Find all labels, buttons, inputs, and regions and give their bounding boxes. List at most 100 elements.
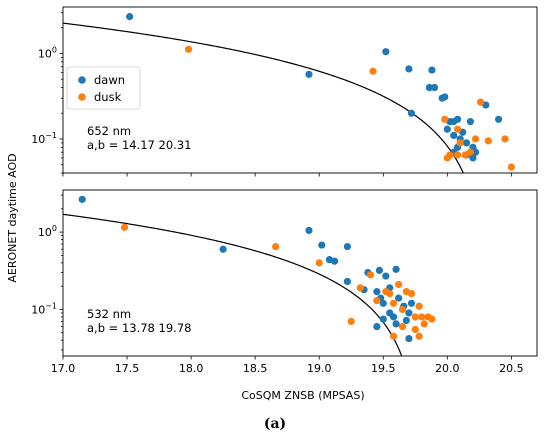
dusk-point: [484, 137, 492, 145]
dawn-point: [375, 266, 384, 274]
dawn-point: [402, 316, 410, 325]
dusk-point: [456, 139, 464, 147]
dusk-point: [356, 284, 364, 292]
dawn-point: [471, 148, 480, 156]
dusk-point: [441, 115, 449, 123]
dusk-point: [415, 332, 423, 340]
dawn-point: [407, 109, 416, 117]
dusk-legend-marker: [78, 93, 86, 101]
dawn-point: [494, 115, 503, 123]
annotation-line: a,b = 13.78 19.78: [87, 321, 191, 335]
annotation-line: a,b = 14.17 20.31: [87, 138, 191, 152]
dawn-legend-label: dawn: [94, 73, 125, 87]
dusk-point: [466, 148, 474, 156]
dawn-point: [379, 315, 387, 323]
fit-curve: [63, 213, 403, 356]
dusk-point: [389, 332, 398, 340]
dawn-point: [343, 277, 351, 286]
dusk-point: [443, 154, 451, 162]
dawn-point: [425, 83, 433, 92]
dawn-point: [392, 265, 400, 273]
x-axis-label: CoSQM ZNSB (MPSAS): [241, 389, 364, 402]
dawn-point: [330, 257, 339, 265]
dusk-point: [418, 313, 426, 321]
dusk-point: [369, 67, 377, 75]
y-tick-label: 100: [38, 224, 57, 239]
dawn-point: [405, 65, 413, 73]
dawn-point: [405, 334, 413, 343]
dusk-point: [411, 313, 419, 321]
dawn-point: [379, 299, 387, 307]
dawn-point: [405, 309, 413, 317]
fit-curve: [63, 22, 464, 173]
dusk-point: [428, 315, 436, 323]
dusk-point: [507, 163, 515, 171]
dusk-point: [407, 290, 416, 298]
dusk-point: [347, 317, 355, 326]
y-tick-label: 100: [38, 46, 57, 61]
y-axis-label: AERONET daytime AOD: [6, 153, 19, 282]
dusk-point: [501, 135, 509, 143]
dusk-legend-label: dusk: [94, 90, 122, 104]
plot-frame: [62, 189, 538, 357]
plot-frame: [62, 6, 538, 174]
dawn-point: [392, 320, 400, 328]
dawn-point: [373, 322, 381, 331]
x-tick-label: 17.5: [115, 362, 140, 375]
dusk-point: [453, 125, 462, 133]
dusk-point: [272, 242, 280, 251]
dusk-point: [398, 322, 407, 331]
dawn-point: [462, 139, 471, 147]
dusk-point: [453, 151, 462, 159]
dawn-point: [373, 288, 381, 296]
x-tick-label: 20.5: [499, 362, 524, 375]
dawn-point: [443, 125, 451, 133]
dawn-point: [389, 313, 398, 321]
dawn-point: [395, 294, 403, 302]
dawn-point: [343, 242, 351, 251]
dawn-point: [382, 272, 390, 280]
x-tick-label: 17.0: [51, 362, 76, 375]
dawn-point: [78, 195, 86, 203]
dawn-point: [407, 299, 416, 307]
dusk-point: [184, 45, 193, 53]
dusk-point: [477, 98, 485, 106]
dusk-point: [373, 297, 381, 305]
dawn-point: [469, 154, 477, 162]
dawn-point: [305, 226, 313, 235]
top-panel: 10−1 100 652 nma,b = 14.17 20.31 dawn dusk: [31, 6, 538, 177]
y-tick-label: 10−1: [31, 131, 57, 146]
legend: dawn dusk: [66, 66, 141, 110]
dawn-point: [305, 70, 313, 78]
annotation-line: 532 nm: [87, 307, 131, 321]
dawn-point: [441, 93, 449, 101]
dawn-point: [466, 117, 474, 126]
dusk-point: [120, 223, 129, 231]
dusk-point: [411, 325, 419, 334]
annotation-line: 652 nm: [87, 124, 131, 138]
dawn-point: [430, 83, 439, 92]
x-tick-label: 18.0: [179, 362, 204, 375]
dusk-point: [366, 271, 375, 279]
dawn-point: [453, 115, 462, 123]
dusk-point: [398, 305, 407, 314]
dawn-point: [126, 13, 134, 21]
dusk-point: [386, 290, 394, 298]
dusk-point: [315, 259, 323, 267]
figure-caption: (a): [264, 416, 286, 432]
dusk-point: [420, 320, 428, 328]
dawn-point: [219, 245, 227, 253]
dusk-point: [415, 302, 423, 310]
dawn-point: [382, 48, 390, 56]
dusk-point: [471, 135, 480, 143]
x-tick-label: 18.5: [243, 362, 268, 375]
x-tick-label: 19.5: [371, 362, 396, 375]
bottom-panel: 10−1 100 17.0 17.5 18.0 18.5 19.0 19.5 20.0 20.5 5…: [31, 189, 538, 375]
dusk-point: [389, 299, 398, 307]
dawn-point: [428, 66, 436, 74]
dawn-point: [318, 241, 326, 249]
x-tick-label: 19.0: [307, 362, 332, 375]
dawn-legend-marker: [78, 76, 86, 84]
y-tick-label: 10−1: [31, 301, 57, 316]
